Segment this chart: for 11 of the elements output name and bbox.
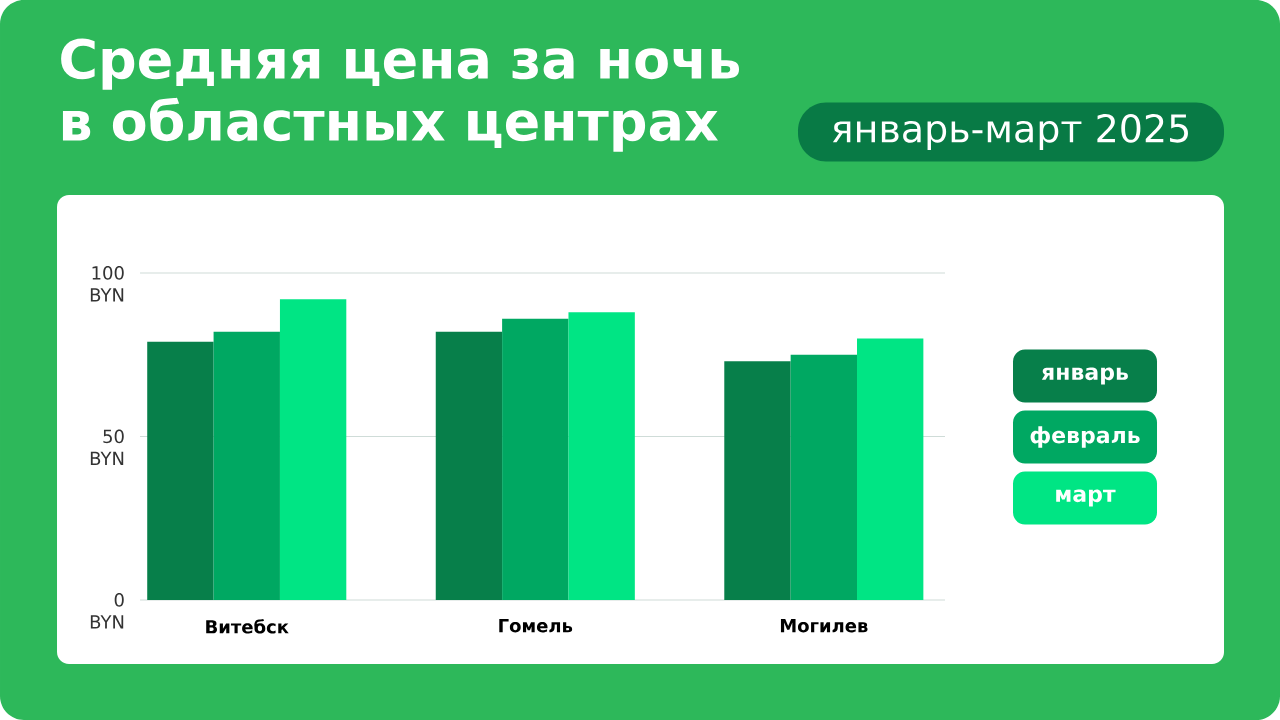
chart-title: Средняя цена за ночь в областных центрах [61, 38, 740, 152]
y-tick-label: 50 BYN [90, 429, 124, 465]
text: февраль [1030, 426, 1140, 448]
chart-subtitle: январь-март 2025 [832, 113, 1188, 151]
x-tick-label: Гомель [499, 619, 573, 633]
y-tick-label: 0 BYN [90, 593, 124, 629]
y-tick-label: 100 BYN [90, 266, 124, 302]
text: март [1056, 489, 1116, 507]
x-tick-label: Могилев [780, 619, 868, 633]
text: январь [1041, 367, 1128, 385]
x-tick-label: Витебск [206, 619, 289, 634]
